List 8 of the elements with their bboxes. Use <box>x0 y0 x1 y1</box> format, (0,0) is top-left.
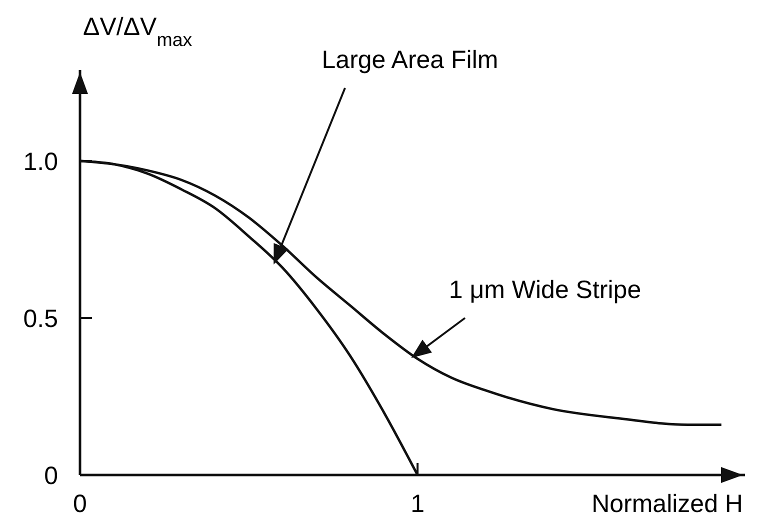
x-tick-label: 1 <box>410 490 425 518</box>
x-axis-title: Normalized H <box>592 490 743 518</box>
y-tick-label: 1.0 <box>23 148 58 176</box>
y-tick-label: 0.5 <box>23 305 58 334</box>
annotation: Large Area Film <box>322 46 498 74</box>
y-axis-title: ΔV/ΔV$_{max}$ <box>83 13 193 50</box>
annotation: 1 μm Wide Stripe <box>448 276 642 304</box>
y-tick-label: 0 <box>44 462 58 490</box>
